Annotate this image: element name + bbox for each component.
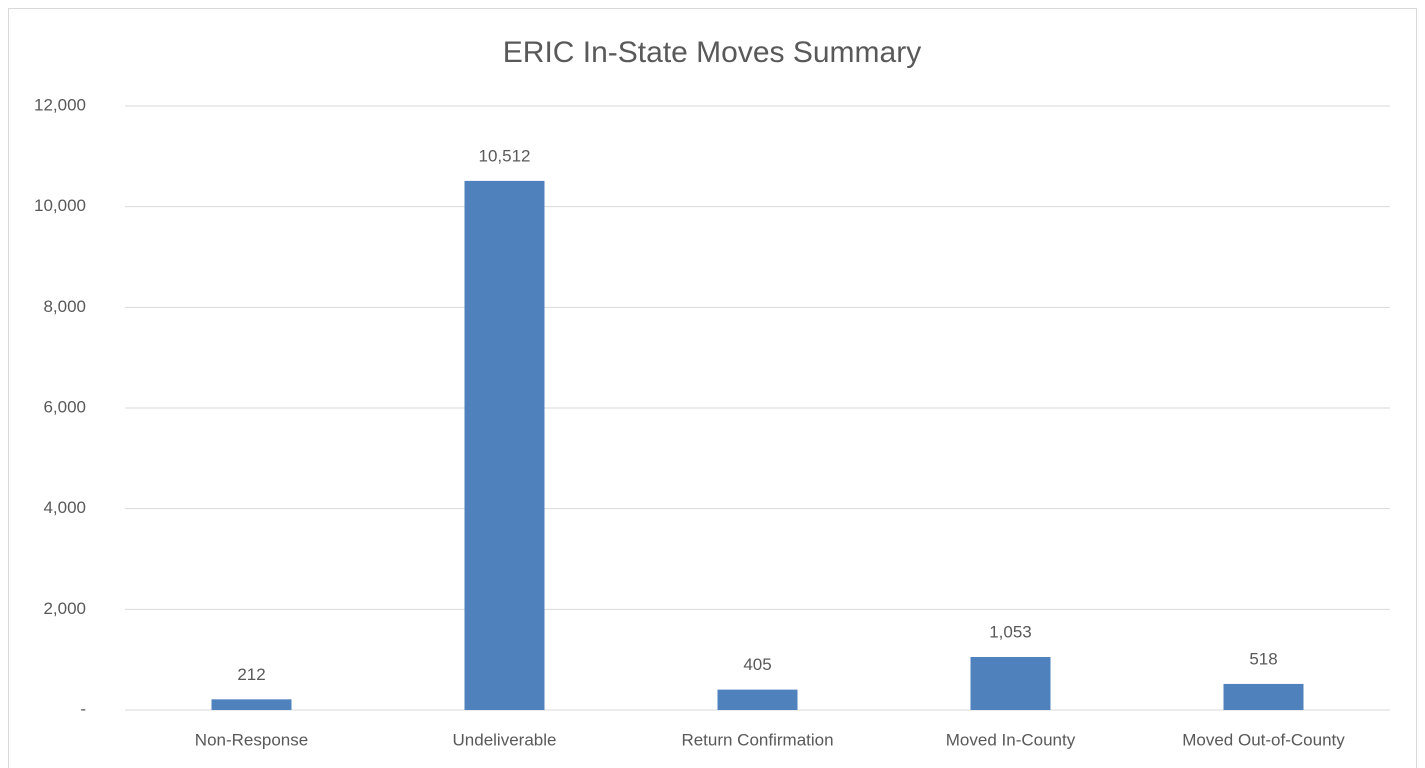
- x-tick-label: Undeliverable: [453, 730, 557, 749]
- x-tick-label: Moved In-County: [946, 730, 1076, 749]
- y-tick-label: 8,000: [43, 297, 86, 316]
- x-tick-label: Moved Out-of-County: [1182, 730, 1345, 749]
- y-tick-label: -: [80, 699, 86, 718]
- y-tick-label: 2,000: [43, 599, 86, 618]
- data-label: 518: [1249, 649, 1277, 668]
- bar: [717, 689, 798, 710]
- data-label: 212: [237, 665, 265, 684]
- x-tick-label: Return Confirmation: [681, 730, 833, 749]
- bar: [1223, 683, 1304, 710]
- y-tick-label: 6,000: [43, 397, 86, 416]
- x-tick-label: Non-Response: [195, 730, 308, 749]
- y-tick-label: 10,000: [34, 196, 86, 215]
- data-label: 10,512: [479, 146, 531, 165]
- y-tick-label: 12,000: [34, 95, 86, 114]
- bar: [211, 699, 292, 710]
- chart-title: ERIC In-State Moves Summary: [503, 36, 921, 69]
- data-label: 1,053: [989, 622, 1032, 641]
- y-tick-label: 4,000: [43, 498, 86, 517]
- bar: [970, 656, 1051, 710]
- data-label: 405: [743, 655, 771, 674]
- chart-frame: [8, 8, 1417, 768]
- bar: [464, 180, 545, 710]
